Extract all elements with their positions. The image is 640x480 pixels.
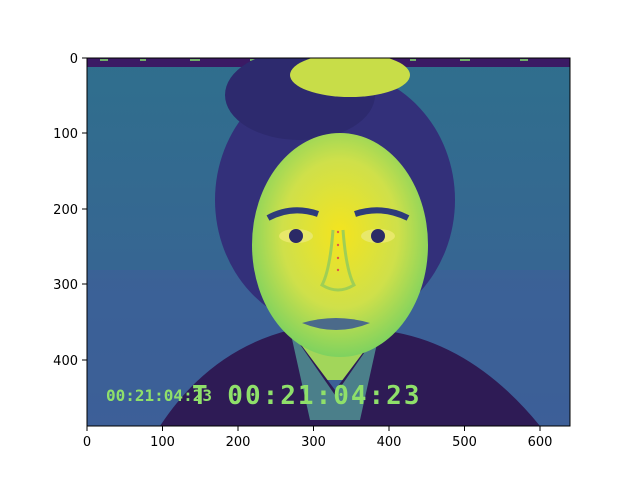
x-axis: 0 100 200 300 400 500 600 (83, 426, 553, 450)
x-tick: 300 (301, 426, 326, 450)
svg-text:100: 100 (53, 127, 78, 142)
x-tick: 100 (150, 426, 175, 450)
y-tick: 100 (53, 127, 87, 142)
y-tick: 200 (53, 203, 87, 218)
svg-text:400: 400 (53, 354, 78, 369)
y-tick: 400 (53, 354, 87, 369)
svg-text:300: 300 (301, 435, 326, 450)
svg-text:400: 400 (377, 435, 402, 450)
y-axis: 0 100 200 300 400 (53, 52, 87, 369)
x-tick: 0 (83, 426, 91, 450)
timecode-large: T 00:21:04:23 (192, 381, 422, 411)
timecode-small: 00:21:04:23 (106, 386, 212, 405)
svg-text:200: 200 (53, 203, 78, 218)
x-tick: 400 (377, 426, 402, 450)
svg-text:200: 200 (226, 435, 251, 450)
x-tick: 200 (226, 426, 251, 450)
x-tick: 600 (528, 426, 553, 450)
svg-text:600: 600 (528, 435, 553, 450)
face (252, 133, 428, 357)
y-tick: 0 (70, 52, 87, 67)
svg-text:300: 300 (53, 278, 78, 293)
svg-text:100: 100 (150, 435, 175, 450)
svg-text:0: 0 (70, 52, 78, 67)
svg-text:500: 500 (452, 435, 477, 450)
axes-frame (86, 57, 571, 427)
svg-text:0: 0 (83, 435, 91, 450)
y-tick: 300 (53, 278, 87, 293)
image-plot: 00:21:04:23 T 00:21:04:23 (87, 58, 570, 426)
x-tick: 500 (452, 426, 477, 450)
